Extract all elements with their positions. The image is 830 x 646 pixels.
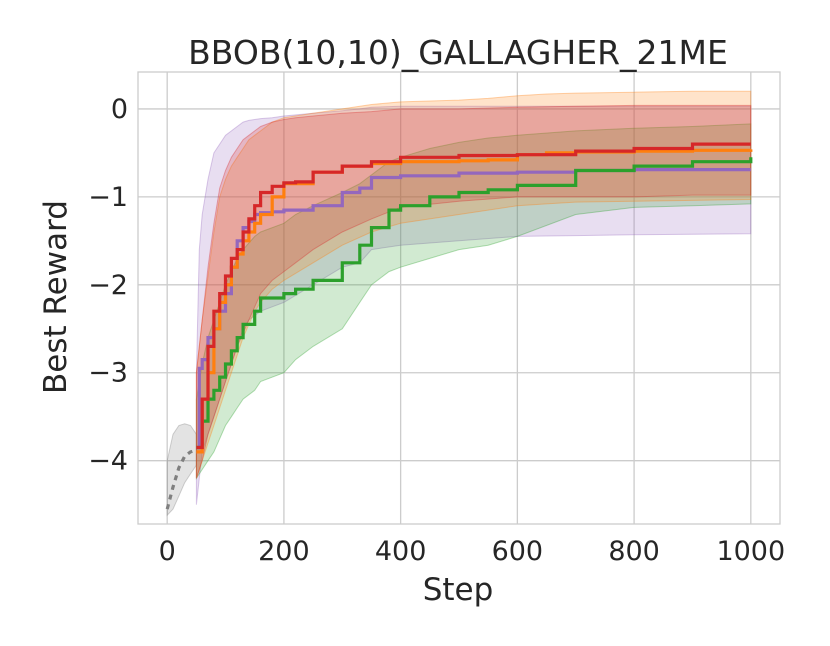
confidence-band [195,90,752,479]
confidence-band [195,123,752,480]
plot-frame [137,71,781,525]
y-tick-label: −2 [88,270,128,301]
y-tick-label: 0 [111,94,128,125]
grid [138,72,780,524]
x-tick-label: 400 [375,536,427,567]
x-tick-label: 0 [159,536,176,567]
x-tick-label: 800 [608,536,660,567]
x-tick-label: 600 [492,536,544,567]
confidence-band [166,423,197,517]
series-lines [165,142,753,510]
y-tick-label: −3 [88,358,128,389]
series-line [196,157,753,450]
x-axis-label: Step [423,572,494,608]
x-tick-label: 200 [258,536,310,567]
y-axis-label: Best Reward [38,200,74,394]
baseline-dashed-line [165,448,197,510]
tick-labels: 0 200 400 600 800 1000 0 −1 −2 −3 −4 [88,94,785,567]
x-tick-label: 1000 [716,536,785,567]
y-tick-label: −4 [88,446,128,477]
chart-title: BBOB(10,10)_GALLAGHER_21ME [188,33,728,72]
series-line [196,142,751,450]
y-tick-label: −1 [88,182,128,213]
confidence-band [195,104,752,479]
